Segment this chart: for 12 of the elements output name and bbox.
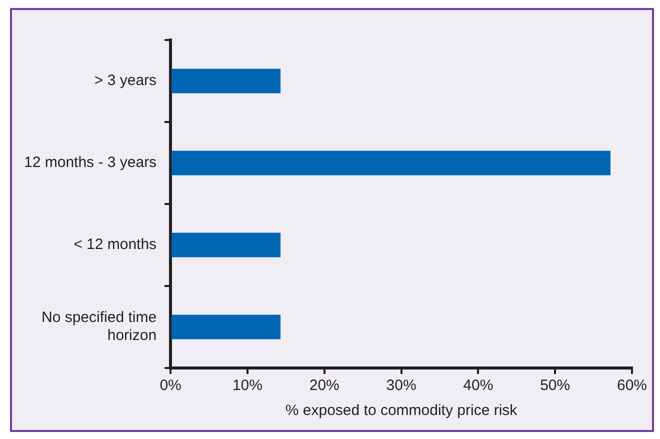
y-tick-label: > 3 years <box>94 72 157 90</box>
y-tick-label: No specified time horizon <box>42 309 157 344</box>
x-tick-label: 0% <box>160 377 182 394</box>
x-tick-label: 50% <box>540 377 570 394</box>
y-tick-label: 12 months - 3 years <box>24 154 157 172</box>
x-tick-label: 10% <box>232 377 262 394</box>
x-tick-label: 30% <box>386 377 416 394</box>
x-axis-title: % exposed to commodity price risk <box>285 402 518 420</box>
x-tick-label: 20% <box>309 377 340 394</box>
x-tick-label: 60% <box>616 377 648 394</box>
y-tick-label: < 12 months <box>74 236 157 254</box>
x-tick-label: 40% <box>463 377 494 394</box>
